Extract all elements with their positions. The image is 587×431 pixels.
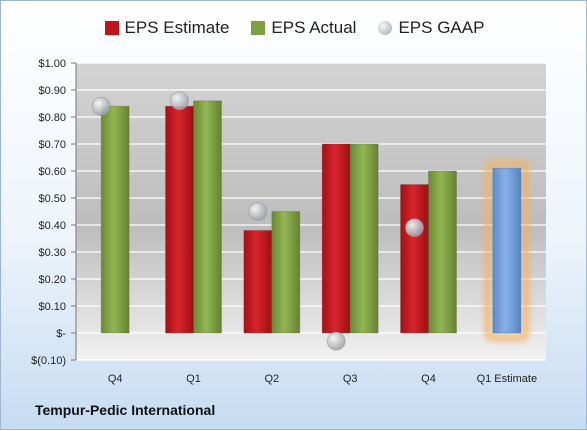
y-axis: $1.00 $0.90 $0.80 $0.70 $0.60 $0.50 $0.40 $0.30…: [31, 58, 77, 367]
x-tick-label: Q1: [186, 373, 201, 385]
eps-gaap-point: [326, 331, 346, 351]
y-tick-label: $0.30: [38, 247, 66, 259]
eps-gaap-point: [91, 96, 111, 116]
gridlines: [76, 62, 546, 361]
eps-gaap-point: [248, 202, 268, 221]
projected-bar-glow: [484, 159, 530, 342]
x-tick-label: Q2: [264, 373, 279, 385]
y-tick-label: $0.50: [38, 193, 66, 205]
legend-swatch-eps-actual: [251, 21, 266, 35]
y-tick-label: $0.70: [38, 139, 66, 151]
y-tick-label: $0.20: [38, 274, 66, 286]
y-tick-label: $0.90: [38, 85, 66, 97]
y-tick-label: $0.40: [38, 220, 66, 232]
y-tick-label: $0.60: [38, 166, 66, 178]
x-tick-label: Q1 Estimate: [477, 373, 538, 385]
y-tick-label: $0.80: [38, 112, 66, 124]
eps-estimate-bar: [165, 105, 194, 334]
eps-estimate-bar: [321, 143, 351, 334]
company-name: Tempur-Pedic International: [35, 402, 216, 418]
eps-gaap-point: [405, 218, 424, 238]
eps-actual-bar: [349, 143, 379, 334]
eps-actual-bar: [271, 211, 301, 334]
chart-legend: EPS Estimate EPS Actual EPS GAAP: [1, 18, 587, 38]
legend-label-eps-estimate: EPS Estimate: [124, 18, 230, 37]
y-tick-label: $(0.10): [31, 355, 66, 367]
eps-actual-bar: [428, 170, 457, 334]
eps-estimate-bar: [243, 229, 273, 334]
y-tick-label: $1.00: [38, 58, 66, 70]
legend-label-eps-actual: EPS Actual: [271, 18, 357, 37]
legend-item-eps-actual: EPS Actual: [251, 18, 356, 38]
plot-area: [76, 63, 546, 360]
projected-eps-bar: [492, 167, 522, 334]
legend-label-eps-gaap: EPS GAAP: [398, 18, 485, 37]
eps-estimate-bar: [400, 184, 429, 334]
x-tick-label: Q3: [343, 373, 358, 385]
x-tick-label: Q4: [421, 373, 436, 385]
legend-swatch-eps-gaap: [378, 21, 393, 35]
legend-swatch-eps-estimate: [104, 21, 119, 35]
legend-item-eps-gaap: EPS GAAP: [378, 18, 484, 38]
eps-actual-bar: [193, 100, 222, 334]
x-axis: Q4 Q1 Q2 Q3 Q4 Q1 Estimate: [108, 373, 537, 385]
eps-gaap-point: [170, 91, 189, 111]
y-tick-label: $-: [56, 328, 66, 340]
bars: [100, 100, 530, 342]
legend-item-eps-estimate: EPS Estimate: [104, 18, 230, 38]
y-tick-label: $0.10: [38, 301, 66, 313]
x-tick-label: Q4: [108, 373, 123, 385]
gaap-points: [91, 91, 424, 351]
eps-actual-bar: [100, 105, 130, 334]
